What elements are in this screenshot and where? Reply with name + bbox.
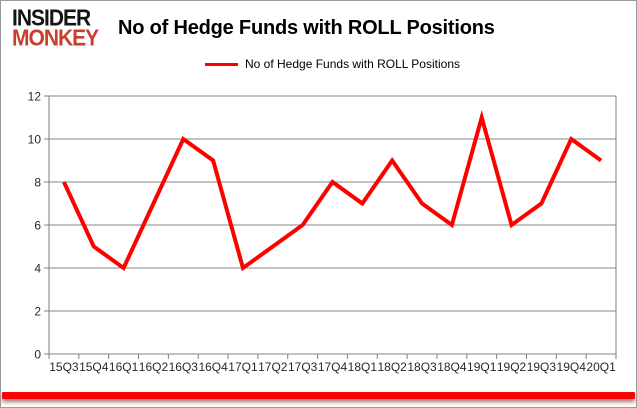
legend-line-swatch [205,62,238,66]
x-tick-label: 18Q1 [348,360,378,374]
x-tick-label: 16Q3 [169,360,199,374]
y-tick-label: 4 [34,262,41,276]
x-tick-label: 16Q1 [109,360,139,374]
insider-monkey-logo: INSIDER MONKEY [12,5,99,51]
x-tick-label: 17Q4 [318,360,348,374]
logo-insider-text: INSIDER [12,5,91,31]
x-tick-label: 15Q3 [49,360,79,374]
x-tick-label: 18Q2 [378,360,408,374]
y-tick-label: 0 [34,348,41,362]
x-tick-label: 17Q1 [228,360,258,374]
y-tick-label: 8 [34,176,41,190]
legend: No of Hedge Funds with ROLL Positions [49,56,616,72]
y-tick-label: 6 [34,219,41,233]
x-tick-label: 15Q4 [79,360,109,374]
y-tick-label: 12 [28,90,42,104]
legend-label: No of Hedge Funds with ROLL Positions [245,57,460,71]
chart-title: No of Hedge Funds with ROLL Positions [118,17,495,39]
x-tick-label: 17Q2 [258,360,288,374]
bottom-red-bar [2,392,635,399]
x-tick-label: 17Q3 [288,360,318,374]
x-tick-label: 20Q1 [586,360,616,374]
y-tick-label: 2 [34,305,41,319]
x-tick-label: 19Q2 [497,360,527,374]
series-line [62,110,603,272]
x-tick-label: 16Q2 [139,360,169,374]
x-tick-label: 18Q4 [437,360,467,374]
x-tick-label: 19Q4 [557,360,587,374]
x-tick-label: 16Q4 [198,360,228,374]
x-tick-label: 18Q3 [407,360,437,374]
logo-monkey-text: MONKEY [12,25,99,51]
x-tick-label: 19Q1 [467,360,497,374]
x-tick-label: 19Q3 [527,360,557,374]
y-tick-label: 10 [28,133,42,147]
